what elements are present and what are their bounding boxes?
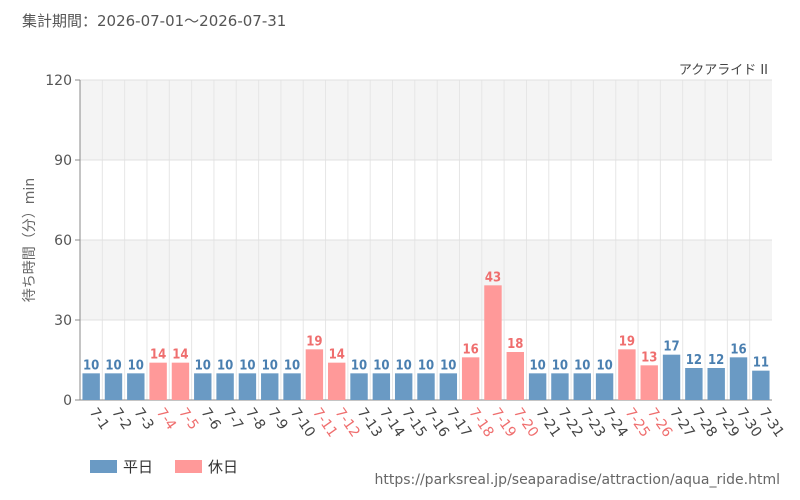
bar-value-label: 19 bbox=[306, 334, 322, 349]
bar bbox=[305, 349, 324, 400]
bar-value-label: 10 bbox=[440, 358, 456, 373]
x-tick-label: 7-7 bbox=[220, 405, 246, 433]
y-tick-label: 0 bbox=[63, 393, 72, 409]
bar-value-label: 10 bbox=[396, 358, 412, 373]
y-tick-label: 90 bbox=[54, 153, 72, 169]
bar-value-label: 16 bbox=[730, 342, 746, 357]
bar bbox=[216, 373, 234, 400]
x-tick-label: 7-1 bbox=[86, 405, 112, 433]
bar bbox=[640, 365, 658, 400]
bar-value-label: 10 bbox=[351, 358, 367, 373]
bar-value-label: 10 bbox=[195, 358, 211, 373]
bar bbox=[461, 357, 480, 400]
bar bbox=[394, 373, 413, 400]
bar-value-label: 10 bbox=[83, 358, 99, 373]
bar-value-label: 10 bbox=[574, 358, 590, 373]
bar bbox=[573, 373, 591, 400]
x-tick-label: 7-4 bbox=[153, 405, 179, 433]
legend-swatch-holiday bbox=[175, 460, 203, 473]
bar-value-label: 14 bbox=[329, 348, 345, 363]
x-tick-label: 7-3 bbox=[131, 405, 157, 433]
bar bbox=[127, 373, 145, 400]
bar-value-label: 17 bbox=[663, 340, 679, 355]
bar-value-label: 10 bbox=[217, 358, 233, 373]
bar-value-label: 10 bbox=[105, 358, 121, 373]
bar bbox=[194, 373, 212, 400]
bar-value-label: 18 bbox=[507, 337, 523, 352]
bar bbox=[439, 373, 458, 400]
bar bbox=[417, 373, 435, 400]
bar bbox=[618, 349, 636, 400]
legend-item-holiday: 休日 bbox=[175, 456, 238, 477]
y-tick-label: 60 bbox=[54, 233, 72, 249]
bar bbox=[149, 362, 167, 400]
bar-value-label: 10 bbox=[552, 358, 568, 373]
x-tick-label: 7-2 bbox=[108, 405, 134, 433]
bar-value-label: 13 bbox=[641, 350, 657, 365]
bar bbox=[707, 368, 725, 400]
x-tick-label: 7-6 bbox=[197, 405, 223, 433]
bar-value-label: 12 bbox=[708, 353, 724, 368]
bar bbox=[171, 362, 190, 400]
plot-band bbox=[80, 80, 772, 160]
bar-value-label: 19 bbox=[619, 334, 635, 349]
bar-value-label: 10 bbox=[128, 358, 144, 373]
bar bbox=[372, 373, 391, 400]
bar bbox=[484, 285, 502, 400]
chart-title: アクアライド II bbox=[679, 63, 768, 78]
bar bbox=[685, 368, 703, 400]
y-tick-label: 120 bbox=[45, 73, 72, 89]
bar bbox=[238, 373, 257, 400]
bar bbox=[328, 362, 346, 400]
x-tick-label: 7-9 bbox=[264, 405, 290, 433]
bar bbox=[104, 373, 123, 400]
bar bbox=[595, 373, 614, 400]
legend-label-holiday: 休日 bbox=[208, 458, 239, 476]
bar bbox=[283, 373, 301, 400]
bar-value-label: 10 bbox=[529, 358, 545, 373]
bar-value-label: 10 bbox=[284, 358, 300, 373]
bar bbox=[551, 373, 569, 400]
bar bbox=[350, 373, 368, 400]
legend: 平日 休日 bbox=[90, 456, 260, 477]
bar-value-label: 14 bbox=[150, 348, 166, 363]
legend-label-weekday: 平日 bbox=[123, 458, 154, 476]
plot-band bbox=[80, 240, 772, 320]
bar-value-label: 10 bbox=[418, 358, 434, 373]
bar-value-label: 16 bbox=[463, 342, 479, 357]
bar-value-label: 14 bbox=[172, 348, 188, 363]
legend-swatch-weekday bbox=[90, 460, 117, 473]
x-tick-label: 7-31 bbox=[756, 405, 787, 440]
x-tick-label: 7-5 bbox=[175, 405, 201, 433]
bar bbox=[662, 354, 681, 400]
bar bbox=[261, 373, 279, 400]
bar-value-label: 10 bbox=[239, 358, 255, 373]
bar bbox=[752, 370, 770, 400]
legend-item-weekday: 平日 bbox=[90, 456, 153, 477]
y-tick-label: 30 bbox=[54, 313, 72, 329]
bar bbox=[729, 357, 748, 400]
bar-value-label: 10 bbox=[373, 358, 389, 373]
bar-value-label: 10 bbox=[596, 358, 612, 373]
bar-value-label: 43 bbox=[485, 270, 501, 285]
bar-value-label: 12 bbox=[686, 353, 702, 368]
bar bbox=[506, 352, 524, 400]
bar bbox=[528, 373, 547, 400]
bar-value-label: 11 bbox=[753, 356, 769, 371]
bar-value-label: 10 bbox=[262, 358, 278, 373]
y-axis-label: 待ち時間（分）min bbox=[22, 178, 38, 302]
bar bbox=[82, 373, 100, 400]
source-link[interactable]: https://parksreal.jp/seaparadise/attract… bbox=[374, 472, 781, 488]
x-tick-label: 7-8 bbox=[242, 405, 268, 433]
period-label: 集計期間：2026-07-01～2026-07-31 bbox=[22, 12, 287, 30]
